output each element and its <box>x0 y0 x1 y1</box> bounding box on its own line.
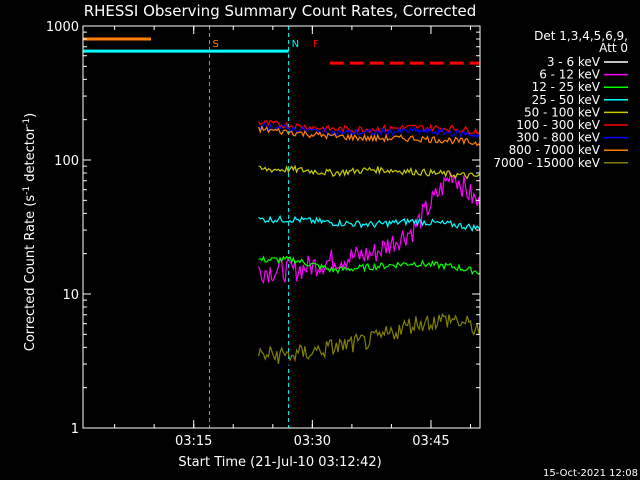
legend-label-5: 100 - 300 keV <box>516 118 600 132</box>
legend-label-1: 6 - 12 keV <box>539 68 601 82</box>
series-line-8 <box>258 312 480 364</box>
legend-title-line1: Det 1,3,4,5,6,9, <box>534 29 628 43</box>
legend-label-6: 300 - 800 keV <box>516 131 600 145</box>
legend-label-0: 3 - 6 keV <box>547 55 601 69</box>
series-line-1 <box>258 172 480 285</box>
plot-clip-group <box>83 26 480 428</box>
series-line-2 <box>258 255 480 276</box>
series-line-6 <box>258 122 480 139</box>
chart-title: RHESSI Observing Summary Count Rates, Co… <box>84 2 477 20</box>
y-tick-label-2: 100 <box>54 154 79 169</box>
y-axis-label-main: Corrected Count Rate (s <box>23 195 38 352</box>
series-line-5 <box>258 119 480 135</box>
legend-label-4: 50 - 100 keV <box>524 105 601 119</box>
series-line-4 <box>258 164 480 180</box>
x-tick-label-0: 03:15 <box>175 434 212 449</box>
series-line-7 <box>258 125 480 147</box>
legend-label-8: 7000 - 15000 keV <box>493 156 600 170</box>
y-axis-label-exp: -1 <box>22 186 32 195</box>
series-line-0 <box>258 180 480 378</box>
legend-title-line2: Att 0 <box>599 41 628 55</box>
y-tick-label-3: 1000 <box>46 20 79 35</box>
y-tick-label-1: 10 <box>62 288 79 303</box>
y-axis-label-exp2: -1 <box>22 118 32 127</box>
x-tick-label-1: 03:30 <box>294 434 331 449</box>
plot-frame <box>82 25 481 429</box>
legend-label-7: 800 - 7000 keV <box>509 143 601 157</box>
annotation-n: N <box>292 39 299 50</box>
annotation-s: S <box>213 39 219 50</box>
x-tick-label-2: 03:45 <box>412 434 449 449</box>
series-line-3 <box>258 214 480 232</box>
y-axis-label-close: ) <box>23 113 38 118</box>
y-axis-label-mid: detector <box>23 126 38 186</box>
footer-date: 15-Oct-2021 12:08 <box>543 468 638 479</box>
legend-label-2: 12 - 25 keV <box>532 80 601 94</box>
y-tick-label-0: 1 <box>71 422 79 437</box>
annotation-f: F <box>313 39 319 50</box>
axes: 1 10 100 1000 03:15 03:30 03:45 <box>46 20 481 449</box>
x-axis-label: Start Time (21-Jul-10 03:12:42) <box>178 455 381 470</box>
y-axis-label: Corrected Count Rate (s-1 detector-1) <box>22 113 38 351</box>
legend-label-3: 25 - 50 keV <box>532 93 601 107</box>
